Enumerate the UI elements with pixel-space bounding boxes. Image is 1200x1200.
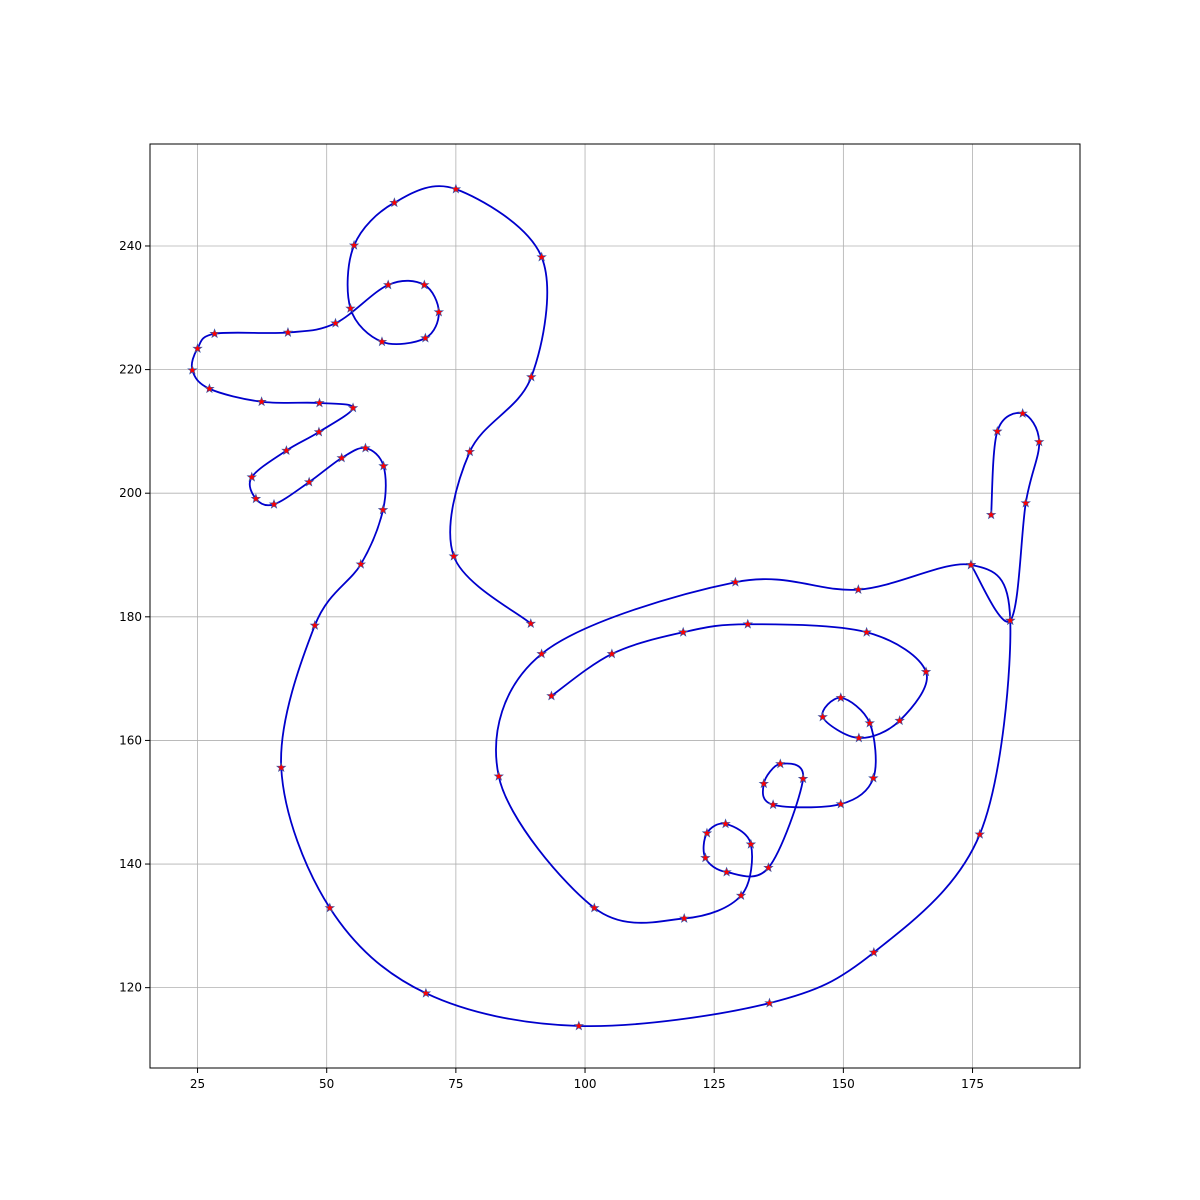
data-point-marker	[324, 902, 336, 913]
data-point-marker	[864, 717, 875, 728]
data-point-marker	[546, 690, 557, 701]
data-point-marker	[920, 666, 932, 677]
y-tick-label: 200	[119, 486, 142, 500]
data-point-marker	[536, 251, 547, 262]
data-point-marker	[450, 183, 462, 194]
data-point-marker	[700, 852, 711, 863]
data-point-marker	[246, 471, 257, 482]
data-point-marker	[745, 838, 757, 849]
data-point-marker	[268, 498, 280, 509]
data-point-marker	[419, 279, 430, 290]
data-point-marker	[763, 862, 774, 873]
data-point-marker	[536, 648, 547, 659]
data-point-marker	[250, 493, 262, 504]
data-point-marker	[420, 987, 432, 998]
data-point-marker	[835, 798, 846, 809]
data-point-marker	[378, 460, 389, 471]
data-point-marker	[861, 626, 872, 637]
data-point-marker	[256, 396, 267, 407]
x-tick-label: 50	[319, 1077, 334, 1091]
data-point-marker	[992, 425, 1003, 436]
data-point-marker	[764, 997, 775, 1008]
data-point-marker	[775, 758, 786, 769]
data-point-marker	[281, 445, 292, 455]
data-point-marker	[974, 828, 985, 839]
data-point-marker	[835, 692, 846, 703]
data-point-marker	[894, 715, 905, 726]
data-point-marker	[192, 343, 203, 354]
data-point-marker	[720, 818, 731, 829]
data-point-marker	[360, 442, 371, 453]
data-points	[187, 183, 1045, 1031]
data-point-marker	[420, 332, 431, 343]
data-point-marker	[721, 866, 732, 877]
data-point-marker	[493, 770, 504, 781]
data-point-marker	[589, 902, 600, 913]
x-tick-label: 75	[448, 1077, 463, 1091]
data-point-marker	[797, 773, 809, 784]
data-point-marker	[376, 336, 388, 347]
data-point-marker	[209, 328, 220, 339]
y-tick-label: 240	[119, 239, 142, 253]
data-point-marker	[355, 558, 366, 569]
data-point-marker	[679, 912, 690, 923]
data-point-marker	[382, 279, 394, 290]
data-point-marker	[282, 327, 294, 337]
axis-ticks: 25 50 75 100 125 150 175 120 140 160 180 200 220 240	[119, 239, 984, 1091]
data-point-marker	[464, 446, 476, 457]
data-point-marker	[313, 426, 325, 437]
data-point-marker	[309, 619, 321, 630]
x-tick-label: 25	[190, 1077, 205, 1091]
data-point-marker	[348, 239, 360, 250]
x-tick-label: 150	[832, 1077, 855, 1091]
data-point-marker	[204, 383, 215, 394]
x-tick-label: 175	[961, 1077, 984, 1091]
data-point-marker	[345, 302, 356, 313]
data-point-marker	[330, 317, 341, 328]
data-point-marker	[868, 772, 879, 783]
data-point-marker	[336, 452, 347, 463]
data-point-marker	[276, 762, 287, 773]
y-tick-label: 180	[119, 610, 142, 624]
data-point-marker	[433, 306, 445, 317]
y-tick-label: 120	[119, 981, 142, 995]
data-point-marker	[677, 626, 689, 637]
data-point-marker	[817, 711, 828, 722]
data-point-marker	[389, 197, 400, 208]
data-point-marker	[985, 509, 997, 520]
data-point-marker	[525, 618, 536, 629]
data-point-marker	[303, 476, 315, 487]
data-point-marker	[758, 778, 770, 789]
data-point-marker	[742, 618, 753, 629]
data-point-marker	[606, 648, 618, 659]
data-point-marker	[377, 504, 389, 515]
grid-lines	[150, 144, 1080, 1068]
data-point-marker	[1005, 615, 1016, 625]
data-point-marker	[868, 946, 880, 957]
y-tick-label: 160	[119, 733, 142, 747]
data-point-marker	[1033, 436, 1045, 447]
plot-area-frame	[149, 143, 1081, 1069]
data-point-marker	[187, 364, 198, 375]
data-point-marker	[448, 550, 460, 561]
data-point-marker	[853, 584, 864, 595]
y-tick-label: 140	[119, 857, 142, 871]
data-point-marker	[853, 732, 865, 743]
data-point-marker	[730, 576, 741, 587]
data-point-marker	[1020, 497, 1031, 508]
data-point-marker	[965, 559, 977, 570]
data-point-marker	[735, 890, 747, 900]
x-tick-label: 125	[703, 1077, 726, 1091]
x-tick-label: 100	[574, 1077, 597, 1091]
data-point-marker	[314, 397, 325, 408]
data-point-marker	[347, 402, 359, 413]
data-point-marker	[1017, 407, 1028, 418]
y-tick-label: 220	[119, 363, 142, 377]
data-point-marker	[573, 1020, 585, 1031]
data-point-marker	[701, 827, 713, 838]
data-point-marker	[526, 371, 537, 382]
data-point-marker	[767, 799, 779, 810]
